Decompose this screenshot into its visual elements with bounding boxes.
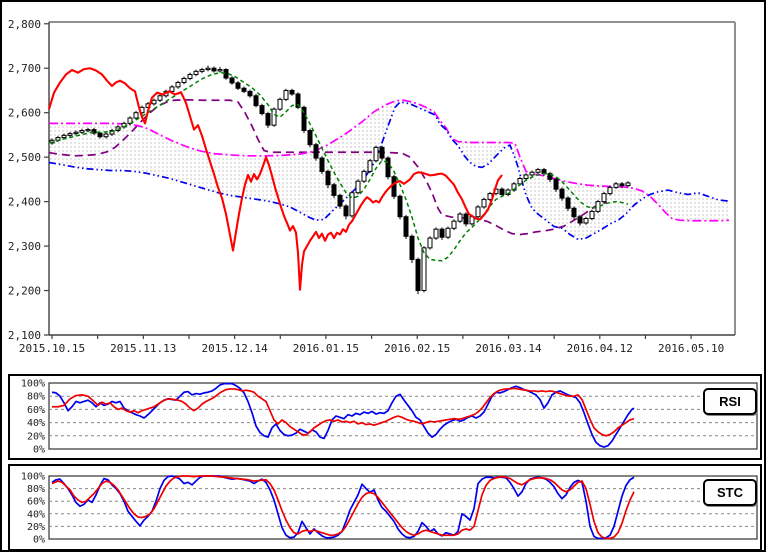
main-price-chart: 2,800 2,700 2,600 2,500 2,400 2,300 2,200 2,100…	[8, 18, 736, 355]
svg-text:20%: 20%	[27, 522, 45, 533]
svg-text:2,700: 2,700	[8, 62, 41, 75]
svg-text:2016.02.15: 2016.02.15	[384, 342, 450, 355]
stc-indicator-chart: 100%80% 60%40% 20% 0%	[21, 472, 758, 546]
main-y-axis: 2,800 2,700 2,600 2,500 2,400 2,300 2,200 2,100	[8, 18, 49, 342]
rsi-red-line	[52, 387, 635, 437]
stc-chart-y-axis: 100%80% 60%40% 20% 0%	[21, 472, 45, 546]
stc-red-line	[51, 475, 635, 540]
blue-dashdot-cloud-lower-series	[48, 101, 730, 241]
svg-text:2,200: 2,200	[8, 285, 41, 298]
svg-text:2016.01.15: 2016.01.15	[293, 342, 359, 355]
stc-label-badge: STC	[703, 479, 757, 506]
red-solid-overlay-line-series	[47, 67, 503, 291]
purple-dashed-line-series	[48, 98, 608, 236]
svg-text:80%: 80%	[27, 392, 45, 403]
svg-text:2,600: 2,600	[8, 107, 41, 120]
rsi-indicator-chart: 100% 80% 60% 40% 20% 0%	[21, 379, 758, 456]
rsi-panel	[8, 374, 762, 460]
svg-text:80%: 80%	[27, 484, 45, 495]
rsi-label-badge: RSI	[703, 388, 757, 415]
svg-text:2,500: 2,500	[8, 151, 41, 164]
green-dashed-ma-line-series	[48, 71, 629, 262]
stc-label-text: STC	[717, 485, 743, 500]
svg-text:60%: 60%	[27, 497, 45, 508]
svg-text:2,400: 2,400	[8, 196, 41, 209]
svg-text:2015.11.13: 2015.11.13	[110, 342, 176, 355]
main-x-axis: 2015.10.15 2015.11.13 2015.12.14 2016.01.15…	[19, 335, 724, 355]
svg-text:2,100: 2,100	[8, 329, 41, 342]
svg-text:2,300: 2,300	[8, 240, 41, 253]
svg-text:40%: 40%	[27, 509, 45, 520]
svg-text:2015.12.14: 2015.12.14	[201, 342, 268, 355]
svg-text:40%: 40%	[27, 418, 45, 429]
svg-text:2016.03.14: 2016.03.14	[475, 342, 542, 355]
svg-text:2016.04.12: 2016.04.12	[567, 342, 633, 355]
svg-text:2016.05.10: 2016.05.10	[658, 342, 724, 355]
rsi-chart-y-axis: 100% 80% 60% 40% 20% 0%	[21, 379, 45, 456]
svg-text:60%: 60%	[27, 405, 45, 416]
svg-text:100%: 100%	[21, 472, 45, 483]
svg-text:20%: 20%	[27, 431, 45, 442]
candlestick-series	[49, 65, 631, 295]
svg-text:100%: 100%	[21, 379, 45, 390]
rsi-label-text: RSI	[719, 394, 741, 409]
magenta-dashdot-cloud-upper-series	[49, 99, 730, 222]
svg-text:2015.10.15: 2015.10.15	[19, 342, 85, 355]
rsi-blue-line	[51, 382, 635, 448]
ichimoku-cloud-area	[49, 100, 729, 240]
svg-text:0%: 0%	[33, 445, 45, 456]
svg-text:0%: 0%	[33, 535, 45, 546]
svg-text:2,800: 2,800	[8, 18, 41, 31]
